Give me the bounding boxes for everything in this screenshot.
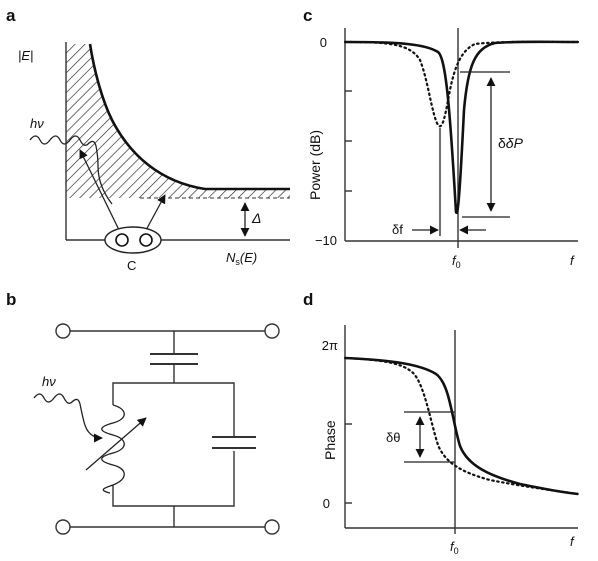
delta-theta-label: δθ [386,430,400,445]
hatched-dos-region [66,44,290,198]
panel-c: c Power (dB) 0 −10 f0 f δδP δf [303,6,580,270]
dos-axis-label: Ns(E) [226,250,257,267]
panel-d-tick-top: 2π [322,338,338,353]
power-curve-dotted [343,40,580,128]
panel-b-letter: b [6,290,16,309]
panel-d-x-end-label: f [570,534,575,549]
panel-c-f0-label: f0 [452,253,461,270]
dos-curve [88,43,290,191]
power-curve-solid [344,40,579,215]
gap-label: Δ [251,210,261,226]
phase-curve-dotted [343,356,580,496]
panel-a-y-label: |E| [18,48,33,63]
panel-d-y-label: Phase [322,420,338,460]
inductor-coil [101,404,125,494]
photon-label-a: hν [30,116,44,131]
panel-c-tick-bottom: −10 [315,233,337,248]
photon-wave-a [29,135,113,205]
quasiparticle-arrow-left [79,149,121,233]
panel-a-letter: a [6,6,16,25]
panel-c-letter: c [303,6,312,25]
panel-c-y-label: Power (dB) [307,130,323,200]
panel-d-letter: d [303,290,313,309]
variable-inductor-arrow [85,417,147,471]
panel-d-f0-label: f0 [450,539,459,556]
port-top-right [264,323,280,339]
cooper-pair-label: C [127,258,136,273]
port-top-left [55,323,71,339]
panel-c-x-end-label: f [570,253,575,268]
panel-d-tick-bottom: 0 [323,496,330,511]
port-bottom-left [55,519,71,535]
electron-circle-1 [115,233,129,247]
panel-b: b hν [6,290,280,535]
quasiparticle-arrow-right [144,194,166,233]
port-bottom-right [264,519,280,535]
electron-circle-2 [139,233,153,247]
photon-wave-b [33,393,103,443]
delta-f-label: δf [392,222,403,237]
delta-p-label: δδP [498,135,524,151]
panel-d: d Phase 2π 0 f0 f δθ [303,290,580,556]
panel-a: a |E| C Δ hν Ns(E) [6,6,290,273]
inductor-gap [100,405,126,485]
phase-curve-solid [344,356,579,496]
photon-label-b: hν [42,374,56,389]
panel-c-tick-top: 0 [320,35,327,50]
